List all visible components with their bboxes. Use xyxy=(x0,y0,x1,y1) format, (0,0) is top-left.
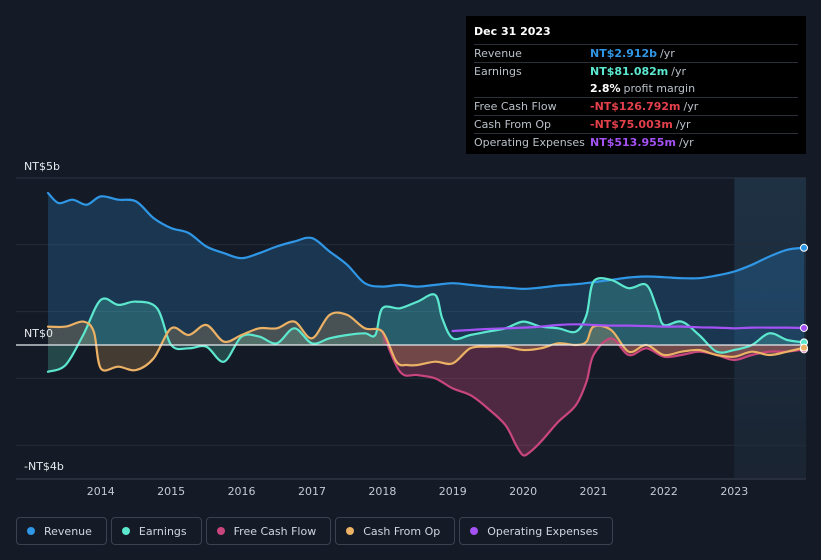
operating-expenses-end-point xyxy=(800,323,808,332)
tooltip-row-label: Revenue xyxy=(474,47,522,60)
tooltip-row-label: Cash From Op xyxy=(474,118,552,131)
y-tick-label: NT$0 xyxy=(24,327,53,340)
x-tick-label: 2020 xyxy=(509,485,537,498)
x-tick-label: 2021 xyxy=(580,485,608,498)
tooltip-row: Cash From Op -NT$75.003m/yr xyxy=(474,115,798,133)
legend-item-operating-expenses[interactable]: Operating Expenses xyxy=(459,517,614,545)
revenue-end-point xyxy=(800,243,808,252)
tooltip-row-label: Operating Expenses xyxy=(474,136,585,149)
legend-dot-icon xyxy=(27,527,35,535)
cash-from-op-area xyxy=(48,312,804,371)
tooltip-row: Revenue NT$2.912b/yr xyxy=(474,44,798,62)
x-tick-label: 2023 xyxy=(720,485,748,498)
tooltip: Dec 31 2023 Revenue NT$2.912b/yr Earnings N… xyxy=(466,16,806,154)
x-tick-label: 2017 xyxy=(298,485,326,498)
legend-item-free-cash-flow[interactable]: Free Cash Flow xyxy=(205,517,332,545)
legend-label: Operating Expenses xyxy=(487,524,599,538)
tooltip-row: Operating Expenses NT$513.955m/yr xyxy=(474,133,798,151)
tooltip-row-value: NT$2.912b xyxy=(590,47,658,60)
x-tick-label: 2016 xyxy=(228,485,256,498)
tooltip-row-unit: /yr xyxy=(678,136,694,149)
chart-canvas: NT$5b NT$0 -NT$4b 2014 2015 2016 2017 2018 2019… xyxy=(16,160,808,498)
tooltip-row-value: 2.8% xyxy=(590,82,621,95)
x-tick-label: 2022 xyxy=(650,485,678,498)
tooltip-row-unit: /yr xyxy=(683,100,699,113)
legend-label: Cash From Op xyxy=(363,524,441,538)
tooltip-row-value: -NT$75.003m xyxy=(590,118,673,131)
legend-label: Free Cash Flow xyxy=(233,524,317,538)
earnings-area xyxy=(48,278,804,372)
tooltip-row-label xyxy=(474,80,590,97)
y-tick-label: NT$5b xyxy=(24,160,60,173)
tooltip-row: Free Cash Flow -NT$126.792m/yr xyxy=(474,97,798,115)
cash-from-op-line xyxy=(46,311,806,372)
x-tick-label: 2019 xyxy=(439,485,467,498)
legend-dot-icon xyxy=(470,527,479,535)
legend-label: Earnings xyxy=(138,524,187,538)
cash-from-op-end-point xyxy=(800,343,808,352)
x-tick-label: 2014 xyxy=(87,485,115,498)
legend-item-earnings[interactable]: Earnings xyxy=(110,517,202,545)
tooltip-row-value: -NT$126.792m xyxy=(590,100,681,113)
tooltip-row-label: Earnings xyxy=(474,65,522,78)
tooltip-row-unit: /yr xyxy=(671,65,687,78)
legend-dot-icon xyxy=(121,527,130,535)
y-tick-label: -NT$4b xyxy=(24,460,64,473)
tooltip-row-unit: profit margin xyxy=(623,82,696,95)
legend: Revenue Earnings Free Cash Flow Cash From O… xyxy=(16,517,614,545)
tooltip-row-value: NT$81.082m xyxy=(590,65,669,78)
tooltip-date: Dec 31 2023 xyxy=(474,25,551,38)
revenue-area xyxy=(48,193,804,345)
x-tick-label: 2015 xyxy=(157,485,185,498)
tooltip-row: 2.8% profit margin xyxy=(474,80,798,97)
tooltip-row: Earnings NT$81.082m/yr xyxy=(474,62,798,80)
tooltip-row-label: Free Cash Flow xyxy=(474,100,557,113)
x-tick-label: 2018 xyxy=(368,485,396,498)
legend-dot-icon xyxy=(216,527,225,535)
operating-expenses-line xyxy=(451,323,806,333)
tooltip-row-unit: /yr xyxy=(660,47,675,60)
free-cash-flow-line xyxy=(381,330,806,457)
legend-dot-icon xyxy=(346,527,355,535)
earnings-line xyxy=(46,277,806,373)
tooltip-row-unit: /yr xyxy=(675,118,691,131)
free-cash-flow-area xyxy=(382,331,804,456)
legend-item-revenue[interactable]: Revenue xyxy=(16,517,107,545)
tooltip-row-value: NT$513.955m xyxy=(590,136,676,149)
revenue-line xyxy=(46,191,806,290)
legend-item-cash-from-op[interactable]: Cash From Op xyxy=(335,517,456,545)
legend-label: Revenue xyxy=(44,524,92,538)
